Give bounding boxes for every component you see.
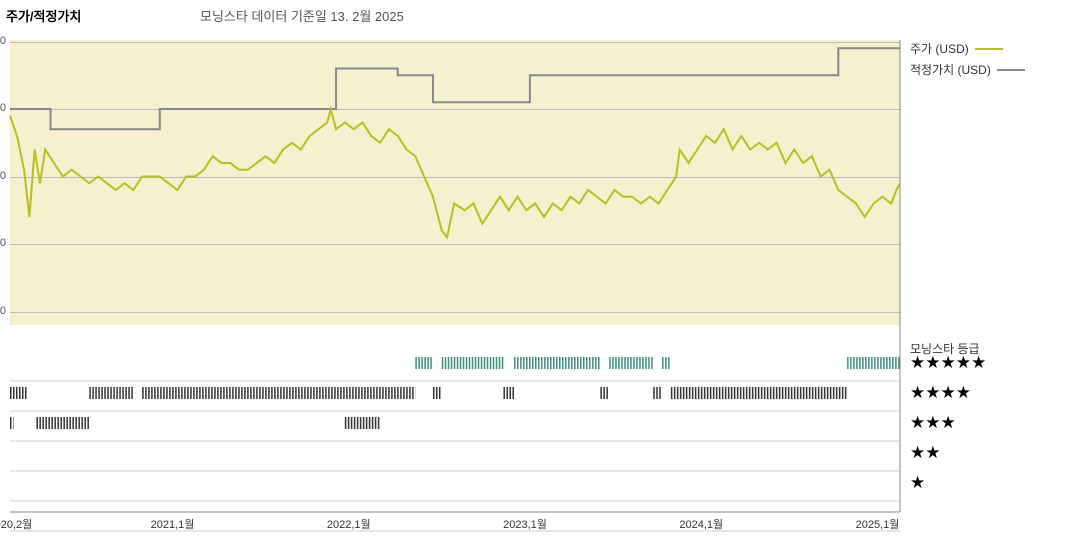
x-tick-label: 2021,1월 — [151, 516, 195, 532]
price-legend: 주가 (USD) 적정가치 (USD) — [910, 40, 1025, 82]
rating-row-label: ★★ — [910, 443, 940, 463]
legend-item: 적정가치 (USD) — [910, 61, 1025, 78]
rating-row-label: ★★★★★ — [910, 353, 986, 373]
x-tick-label: 2025,1월 — [856, 516, 900, 532]
rating-row-label: ★★★ — [910, 413, 956, 433]
x-tick-label: 2024,1월 — [679, 516, 723, 532]
legend-item: 주가 (USD) — [910, 40, 1025, 57]
x-tick-label: 2023,1월 — [503, 516, 547, 532]
fair-value-line — [10, 48, 900, 129]
rating-row-label: ★ — [910, 473, 925, 493]
x-tick-label: 2022,1월 — [327, 516, 371, 532]
x-tick-label: 2020,2월 — [0, 516, 32, 532]
rating-row-label: ★★★★ — [910, 383, 971, 403]
price-line — [10, 109, 900, 237]
